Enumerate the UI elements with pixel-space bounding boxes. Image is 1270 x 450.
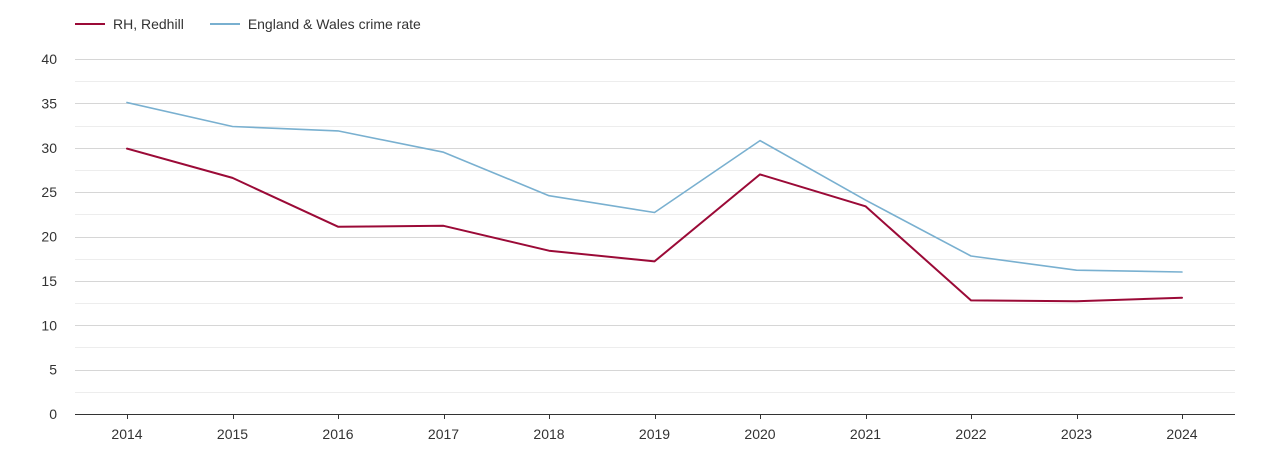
- series-lines: [125, 100, 1185, 304]
- y-tick-label: 20: [41, 229, 57, 245]
- data-point-england-wales-crime-rate: [652, 210, 657, 215]
- y-tick-label: 5: [49, 362, 57, 378]
- x-tick-label: 2016: [322, 426, 353, 442]
- series-line-rh-redhill: [126, 147, 1183, 303]
- data-point-rh-redhill: [1180, 295, 1185, 300]
- x-tick-label: 2018: [533, 426, 564, 442]
- data-point-england-wales-crime-rate: [758, 138, 763, 143]
- y-tick-label: 25: [41, 184, 57, 200]
- y-tick-label: 15: [41, 273, 57, 289]
- x-tick-label: 2014: [111, 426, 142, 442]
- data-point-england-wales-crime-rate: [547, 193, 552, 198]
- data-point-england-wales-crime-rate: [336, 128, 341, 133]
- x-tick-label: 2022: [955, 426, 986, 442]
- data-point-rh-redhill: [1074, 299, 1079, 304]
- data-point-england-wales-crime-rate: [969, 254, 974, 259]
- data-point-england-wales-crime-rate: [1074, 268, 1079, 273]
- y-tick-label: 30: [41, 140, 57, 156]
- legend-swatch-england-wales: [209, 23, 240, 25]
- data-point-rh-redhill: [969, 298, 974, 303]
- data-point-rh-redhill: [441, 223, 446, 228]
- data-point-rh-redhill: [336, 224, 341, 229]
- legend-item-england-wales[interactable]: England & Wales crime rate: [209, 16, 421, 32]
- legend: RH, Redhill England & Wales crime rate: [75, 16, 447, 32]
- data-point-rh-redhill: [230, 175, 235, 180]
- x-tick-label: 2020: [744, 426, 775, 442]
- data-point-england-wales-crime-rate: [230, 124, 235, 129]
- y-tick-label: 35: [41, 95, 57, 111]
- grid-lines: [75, 59, 1235, 393]
- x-tick-label: 2015: [217, 426, 248, 442]
- data-point-england-wales-crime-rate: [863, 198, 868, 203]
- y-tick-label: 40: [41, 51, 57, 67]
- data-point-rh-redhill: [547, 248, 552, 253]
- legend-swatch-redhill: [75, 23, 105, 25]
- axes: 0 5 10 15 20 25 30 35 40 2014 2015 2016 2017 2018 2019…: [41, 51, 1235, 442]
- y-tick-label: 10: [41, 317, 57, 333]
- legend-item-redhill[interactable]: RH, Redhill: [75, 16, 184, 32]
- data-point-rh-redhill: [863, 204, 868, 209]
- x-tick-label: 2023: [1061, 426, 1092, 442]
- x-tick-label: 2017: [428, 426, 459, 442]
- series-line-england-wales-crime-rate: [126, 101, 1183, 273]
- data-point-england-wales-crime-rate: [125, 100, 130, 105]
- data-point-rh-redhill: [125, 146, 130, 151]
- y-tick-label: 0: [49, 406, 57, 422]
- x-tick-label: 2019: [639, 426, 670, 442]
- legend-label-redhill: RH, Redhill: [113, 16, 184, 32]
- data-point-england-wales-crime-rate: [1180, 270, 1185, 275]
- data-point-england-wales-crime-rate: [441, 150, 446, 155]
- x-tick-label: 2024: [1166, 426, 1197, 442]
- data-point-rh-redhill: [652, 259, 657, 264]
- legend-label-england-wales: England & Wales crime rate: [247, 16, 421, 32]
- x-tick-label: 2021: [850, 426, 881, 442]
- data-point-rh-redhill: [758, 172, 763, 177]
